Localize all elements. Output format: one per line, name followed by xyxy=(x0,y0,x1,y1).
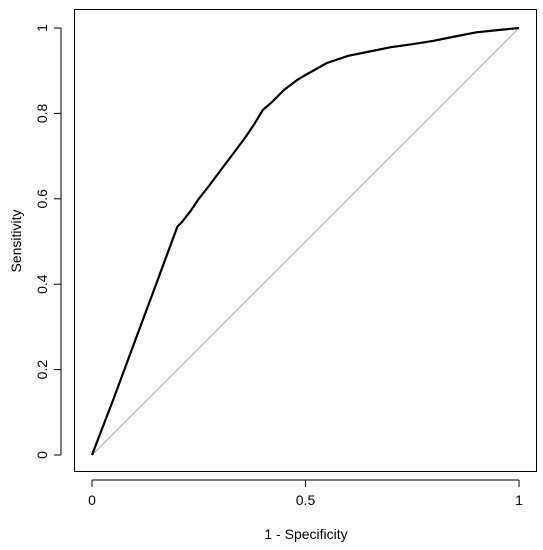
y-tick-label: 0.2 xyxy=(34,360,50,380)
reference-diagonal-line xyxy=(91,27,520,456)
x-axis: 0 0.5 1 xyxy=(88,479,523,508)
y-tick-label: 0.8 xyxy=(34,103,50,123)
y-axis: 0 0.2 0.4 0.6 0.8 1 xyxy=(34,24,62,459)
x-tick-label: 1 xyxy=(515,492,523,508)
y-tick-label: 1 xyxy=(34,24,50,32)
x-tick-label: 0 xyxy=(88,492,96,508)
y-tick-label: 0.4 xyxy=(34,274,50,294)
series-layer xyxy=(90,26,520,456)
plot-frame xyxy=(74,9,537,472)
y-tick-label: 0.6 xyxy=(34,189,50,209)
x-tick-label: 0.5 xyxy=(296,492,316,508)
x-axis-title: 1 - Specificity xyxy=(264,526,347,542)
roc-curve-line xyxy=(90,26,520,456)
y-tick-label: 0 xyxy=(34,451,50,459)
y-axis-title: Sensitivity xyxy=(8,209,24,272)
